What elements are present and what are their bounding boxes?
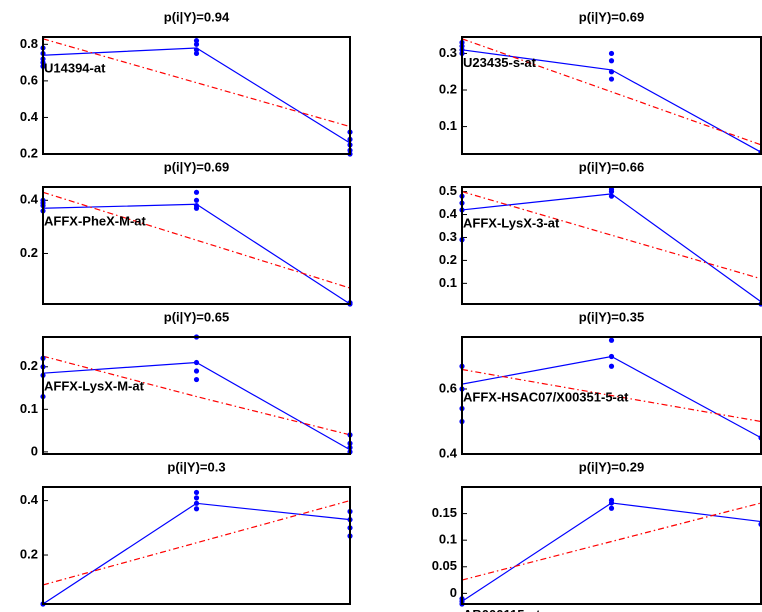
panel: p(i|Y)=0.29 0 0.05 0.1 0.15 AB000115-at xyxy=(432,459,762,612)
sample-point xyxy=(193,500,200,506)
sample-point xyxy=(193,38,200,44)
y-tick-label: 0.1 xyxy=(439,118,457,133)
axes-box xyxy=(42,336,351,455)
sample-point xyxy=(608,58,615,64)
axes-box xyxy=(461,486,762,605)
axes-box xyxy=(42,486,351,605)
panel-title: p(i|Y)=0.66 xyxy=(579,159,644,174)
trend-line xyxy=(42,500,351,586)
trend-line xyxy=(42,355,351,436)
sample-point xyxy=(608,50,615,57)
trend-line xyxy=(461,38,762,146)
panel: p(i|Y)=0.65 0 0.1 0.2 AFFX-LysX-M-at xyxy=(20,309,353,458)
gene-label: AFFX-ThrX-5-at xyxy=(44,609,140,612)
y-tick-label: 0.3 xyxy=(439,45,457,60)
y-tick-label: 0.2 xyxy=(20,546,38,561)
sample-point xyxy=(193,197,200,203)
sample-point xyxy=(608,193,615,199)
panel: p(i|Y)=0.94 0.2 0.4 0.6 0.8 U14394-at xyxy=(20,9,353,160)
axes-box xyxy=(42,186,351,305)
panel-title: p(i|Y)=0.65 xyxy=(164,309,229,324)
y-tick-label: 0.4 xyxy=(439,445,458,460)
axes-box xyxy=(461,336,762,455)
panel-title: p(i|Y)=0.94 xyxy=(164,9,230,24)
y-tick-label: 0.2 xyxy=(20,245,38,260)
sample-point xyxy=(193,368,200,374)
axes-box xyxy=(42,36,351,155)
panel: p(i|Y)=0.66 0.1 0.2 0.3 0.4 0.5 AFFX-LysX-3-at xyxy=(439,159,762,307)
sample-point xyxy=(608,337,615,343)
y-tick-label: 0.2 xyxy=(439,252,457,267)
gene-label: AFFX-HSAC07/X00351-5-at xyxy=(463,390,629,405)
y-tick-label: 0.8 xyxy=(20,36,38,51)
y-tick-label: 0.1 xyxy=(439,532,457,547)
axes-box xyxy=(461,36,762,155)
y-tick-label: 0.15 xyxy=(432,505,457,520)
gene-label: AFFX-LysX-M-at xyxy=(44,379,145,394)
axes-box xyxy=(461,186,762,305)
y-tick-label: 0.05 xyxy=(432,558,457,573)
y-tick-label: 0.4 xyxy=(20,192,39,207)
y-tick-label: 0.6 xyxy=(20,72,38,87)
y-tick-label: 0.3 xyxy=(439,229,457,244)
sample-point xyxy=(193,359,200,366)
sample-point xyxy=(193,50,200,57)
gene-label: U14394-at xyxy=(44,61,106,76)
sample-point xyxy=(608,505,615,511)
sample-point xyxy=(608,353,615,360)
y-tick-label: 0.2 xyxy=(20,358,38,373)
y-tick-label: 0.1 xyxy=(439,275,457,290)
panel-title: p(i|Y)=0.69 xyxy=(579,9,644,24)
sample-point xyxy=(193,203,200,209)
sample-point xyxy=(193,376,200,383)
trend-line xyxy=(461,368,762,423)
sample-point xyxy=(193,41,200,47)
y-tick-label: 0 xyxy=(450,585,457,600)
sample-point xyxy=(608,497,615,503)
sample-point xyxy=(193,495,200,501)
sample-point xyxy=(193,506,200,512)
panel-title: p(i|Y)=0.69 xyxy=(164,159,229,174)
gene-label: U23435-s-at xyxy=(463,55,537,70)
sample-point xyxy=(193,47,200,53)
sample-point xyxy=(193,489,200,496)
sample-point xyxy=(608,76,615,82)
panel-title: p(i|Y)=0.29 xyxy=(579,459,644,474)
y-tick-label: 0 xyxy=(31,443,38,458)
panel: p(i|Y)=0.69 0.2 0.4 AFFX-PheX-M-at xyxy=(20,159,353,307)
panel: p(i|Y)=0.35 0.4 0.6 AFFX-HSAC07/X00351-5-at xyxy=(439,309,762,460)
sample-point xyxy=(608,69,615,75)
mean-line xyxy=(461,193,762,303)
y-tick-label: 0.2 xyxy=(20,145,38,160)
y-tick-label: 0.2 xyxy=(439,81,457,96)
gene-label: AFFX-PheX-M-at xyxy=(44,214,147,229)
y-tick-label: 0.4 xyxy=(439,206,458,221)
panel: p(i|Y)=0.69 0.1 0.2 0.3 U23435-s-at xyxy=(439,9,762,155)
mean-line xyxy=(461,502,762,602)
y-tick-label: 0.5 xyxy=(439,183,457,198)
y-tick-label: 0.6 xyxy=(439,380,457,395)
sample-point xyxy=(608,363,615,369)
y-tick-label: 0.4 xyxy=(20,492,39,507)
sample-point xyxy=(193,189,200,195)
trend-line xyxy=(42,38,351,128)
trend-line xyxy=(461,191,762,280)
panel-title: p(i|Y)=0.3 xyxy=(167,459,225,474)
panel: p(i|Y)=0.3 0.2 0.4 AFFX-ThrX-5-at xyxy=(20,459,353,612)
mean-line xyxy=(42,502,351,605)
panel-title: p(i|Y)=0.35 xyxy=(579,309,644,324)
y-tick-label: 0.4 xyxy=(20,109,39,124)
gene-label: AFFX-LysX-3-at xyxy=(463,215,560,230)
gene-label: AB000115-at xyxy=(463,607,541,612)
mean-line xyxy=(42,361,351,451)
y-tick-label: 0.1 xyxy=(20,401,38,416)
trend-line xyxy=(461,502,762,581)
